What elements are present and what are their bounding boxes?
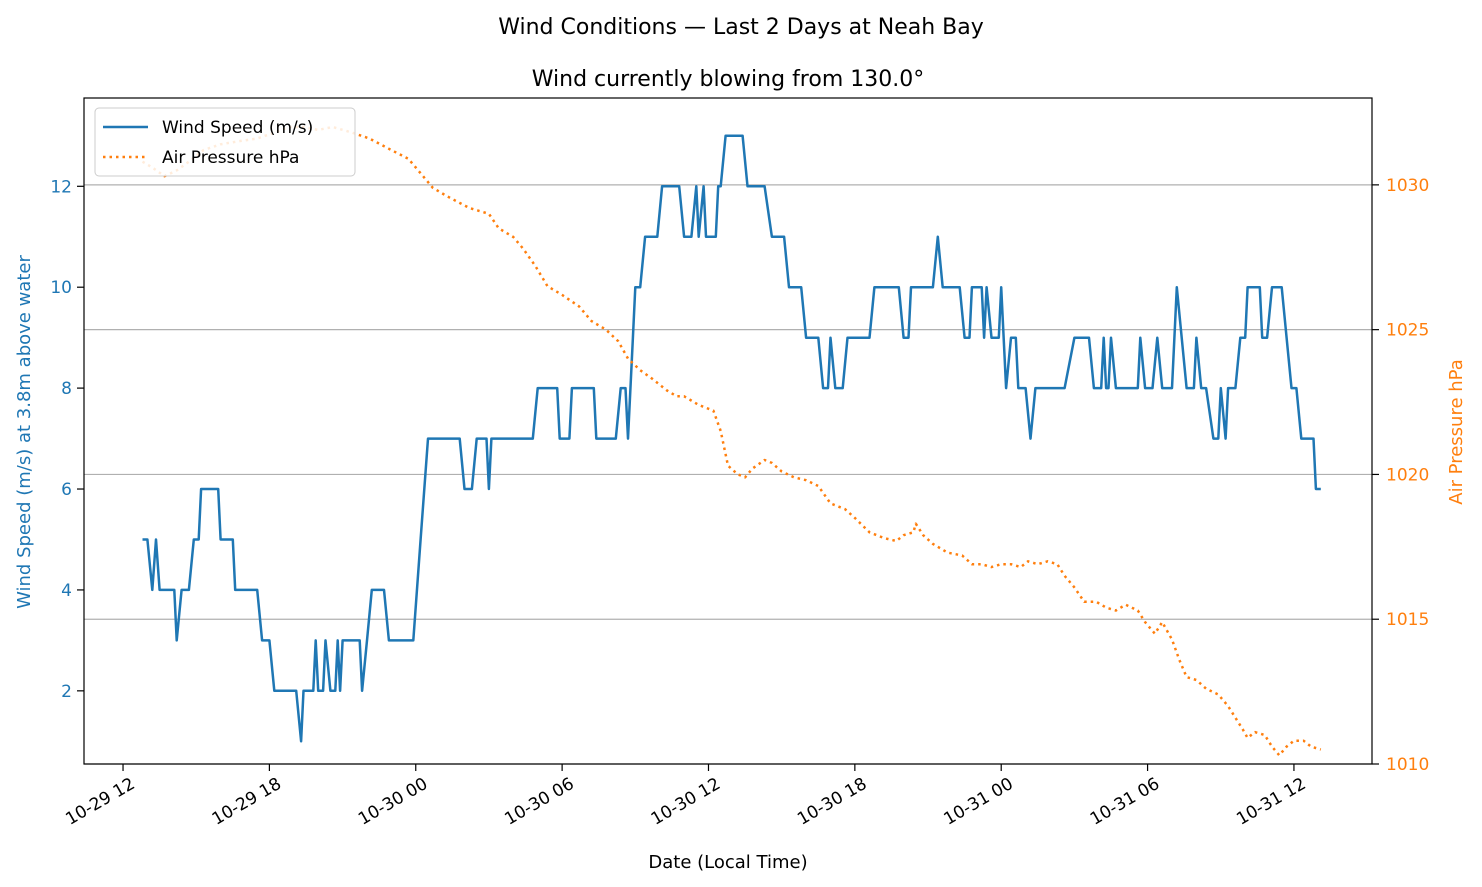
air-pressure-line [141, 125, 1322, 757]
x-tick-label: 10-30 12 [648, 774, 724, 830]
x-tick-label: 10-31 00 [941, 774, 1017, 830]
wind-speed-line [142, 134, 1321, 743]
x-tick-label: 10-31 06 [1087, 774, 1163, 830]
y-left-tick-label: 10 [50, 278, 72, 298]
legend: Wind Speed (m/s) Air Pressure hPa [94, 107, 356, 177]
y-right-tick-label: 1030 [1386, 176, 1429, 196]
y-right-tick-label: 1015 [1386, 610, 1429, 630]
legend-pressure-label: Air Pressure hPa [162, 148, 299, 168]
y-right-tick-label: 1010 [1386, 755, 1429, 775]
y-left-tick-label: 12 [50, 177, 72, 197]
x-tick-label: 10-29 18 [209, 774, 285, 830]
x-tick-label: 10-30 06 [501, 774, 577, 830]
grid-lines [84, 184, 1372, 765]
x-tick-label: 10-30 18 [794, 774, 870, 830]
x-tick-label: 10-30 00 [355, 774, 431, 830]
axes: 10-29 12 10-29 18 10-30 00 10-30 06 10-30 12… [50, 176, 1429, 830]
x-tick-label: 10-29 12 [62, 774, 138, 830]
y-axis-label-right: Air Pressure hPa [1446, 359, 1467, 505]
legend-box [94, 107, 356, 177]
chart-title: Wind Conditions — Last 2 Days at Neah Ba… [498, 15, 984, 40]
y-right-tick-label: 1020 [1386, 465, 1429, 485]
y-right-tick-label: 1025 [1386, 321, 1429, 341]
x-tick-label: 10-31 12 [1233, 774, 1309, 830]
x-axis-label: Date (Local Time) [648, 852, 807, 873]
legend-wind-label: Wind Speed (m/s) [162, 118, 313, 138]
plot-area [141, 125, 1322, 757]
y-left-tick-label: 8 [61, 379, 72, 399]
y-left-tick-label: 2 [61, 682, 72, 702]
y-left-tick-label: 4 [61, 581, 72, 601]
chart-subtitle: Wind currently blowing from 130.0° [532, 67, 925, 92]
y-left-tick-label: 6 [61, 480, 72, 500]
y-axis-label-left: Wind Speed (m/s) at 3.8m above water [14, 255, 35, 609]
plot-frame [83, 97, 1373, 765]
